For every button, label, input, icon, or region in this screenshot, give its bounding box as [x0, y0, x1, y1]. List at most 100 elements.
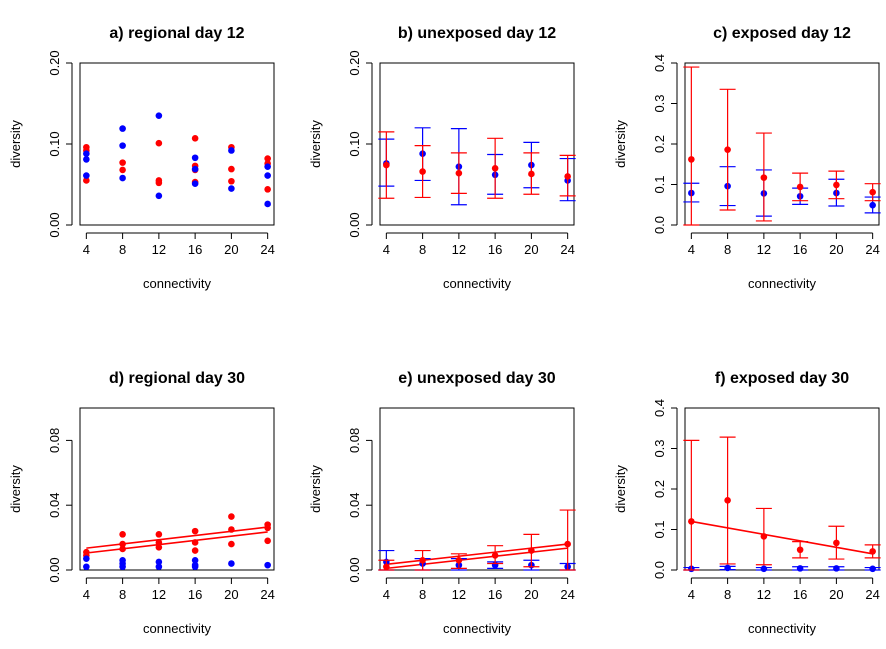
x-tick-label: 8: [419, 242, 426, 257]
y-axis-label: diversity: [613, 465, 628, 513]
y-tick-label: 0.3: [652, 439, 667, 457]
data-point: [191, 154, 199, 162]
x-tick-label: 8: [119, 242, 126, 257]
x-tick-label: 16: [188, 242, 202, 257]
data-point: [833, 539, 840, 547]
data-point: [228, 526, 235, 533]
y-tick-label: 0.1: [652, 175, 667, 193]
y-tick-label: 0.08: [347, 428, 362, 453]
plot-frame: [379, 62, 575, 226]
data-point: [724, 497, 731, 504]
regression-line: [386, 547, 568, 570]
data-point: [155, 563, 163, 571]
x-tick-label: 4: [83, 587, 90, 602]
x-tick-label: 12: [757, 242, 771, 257]
panel-d: d) regional day 30 4 8 12 16 20 24 0.00 0.04 0.08…: [8, 370, 275, 636]
data-point: [528, 547, 535, 554]
x-axis-label: connectivity: [143, 276, 211, 291]
data-point: [119, 159, 126, 166]
y-axis-label: diversity: [308, 120, 323, 168]
data-point: [833, 565, 840, 572]
data-point: [119, 174, 126, 182]
data-point: [191, 180, 199, 187]
panel-e: e) unexposed day 30 4 8 12 16 20 24 0.00 0.04 0.0…: [308, 370, 576, 636]
data-point: [796, 546, 804, 554]
y-tick-label: 0.4: [652, 399, 667, 417]
y-tick-label: 0.08: [47, 428, 62, 453]
data-point: [83, 177, 90, 184]
data-point: [228, 560, 235, 567]
x-tick-label: 12: [152, 242, 166, 257]
data-point: [455, 169, 463, 177]
data-point: [228, 513, 235, 520]
x-tick-label: 4: [688, 587, 695, 602]
data-point: [724, 564, 731, 572]
data-point: [228, 165, 235, 173]
x-tick-label: 16: [793, 587, 807, 602]
x-axis-label: connectivity: [143, 621, 211, 636]
data-point: [869, 565, 876, 573]
data-point: [191, 563, 199, 571]
x-tick-label: 20: [524, 587, 538, 602]
panel-title: a) regional day 12: [109, 25, 244, 42]
data-point: [264, 524, 271, 532]
plot-frame: [684, 407, 880, 571]
x-tick-label: 16: [793, 242, 807, 257]
data-point: [528, 170, 535, 178]
data-point: [383, 161, 390, 169]
data-point: [264, 163, 271, 170]
data-point: [119, 531, 126, 538]
y-tick-label: 0.0: [652, 561, 667, 579]
data-point: [119, 563, 126, 571]
data-point: [191, 135, 199, 142]
data-point: [264, 186, 271, 193]
plot-frame: [79, 407, 275, 571]
x-tick-label: 24: [560, 242, 574, 257]
panel-a: a) regional day 12 4 8 12 16 20 24 0.00 0.10 0.20…: [8, 25, 275, 291]
x-tick-label: 16: [488, 242, 502, 257]
y-tick-label: 0.2: [652, 480, 667, 498]
data-point: [191, 527, 199, 535]
data-point: [228, 147, 235, 154]
data-point: [119, 540, 126, 548]
x-tick-label: 8: [419, 587, 426, 602]
data-point: [119, 142, 126, 149]
x-tick-label: 20: [829, 587, 843, 602]
panel-title: c) exposed day 12: [713, 25, 851, 42]
data-point: [228, 177, 235, 185]
x-tick-label: 4: [383, 242, 390, 257]
x-tick-label: 8: [724, 587, 731, 602]
data-point: [119, 125, 126, 132]
data-point: [83, 563, 90, 571]
x-tick-label: 12: [452, 587, 466, 602]
x-tick-label: 8: [724, 242, 731, 257]
y-tick-label: 0.00: [47, 212, 62, 237]
data-point: [155, 531, 163, 538]
data-point: [869, 201, 876, 209]
y-tick-label: 0.2: [652, 135, 667, 153]
data-point: [228, 185, 235, 192]
data-point: [155, 192, 163, 200]
y-tick-label: 0.00: [347, 557, 362, 582]
data-point: [760, 565, 768, 573]
x-tick-label: 12: [152, 587, 166, 602]
data-point: [760, 174, 768, 181]
data-point: [155, 539, 163, 546]
data-point: [83, 150, 90, 158]
regression-line: [691, 520, 873, 555]
data-point: [83, 156, 90, 163]
panel-title: e) unexposed day 30: [398, 370, 555, 387]
y-tick-label: 0.00: [347, 212, 362, 237]
data-point: [491, 165, 499, 172]
data-point: [491, 552, 499, 559]
data-point: [83, 172, 90, 179]
x-tick-label: 24: [865, 242, 879, 257]
data-point: [564, 173, 571, 180]
y-tick-label: 0.20: [47, 50, 62, 75]
x-tick-label: 4: [383, 587, 390, 602]
x-axis-label: connectivity: [443, 276, 511, 291]
y-tick-label: 0.20: [347, 50, 362, 75]
data-point: [564, 540, 571, 548]
y-tick-label: 0.4: [652, 54, 667, 72]
